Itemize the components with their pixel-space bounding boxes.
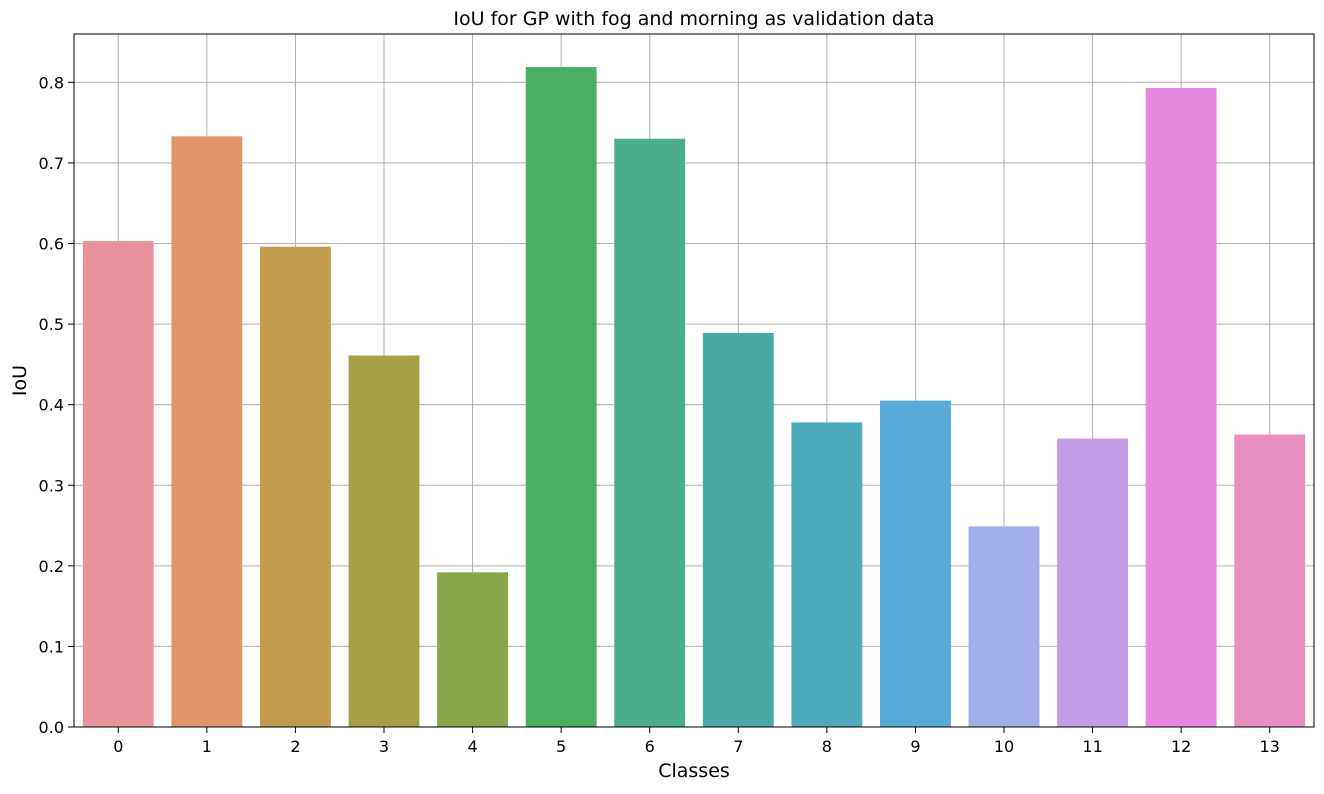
y-tick-label: 0.8 [39,73,64,92]
x-tick-label: 9 [910,737,920,756]
y-axis-title: IoU [9,365,31,396]
x-tick-label: 0 [113,737,123,756]
bar-class-11 [1057,438,1128,727]
plot-frame [73,33,1315,728]
x-tick-label: 12 [1171,737,1191,756]
bar-class-13 [1234,434,1306,727]
bar-class-2 [260,246,331,728]
y-tick-label: 0.1 [39,637,64,656]
x-tick-label: 3 [379,737,389,756]
x-tick-label: 11 [1082,737,1102,756]
x-tick-label: 7 [733,737,743,756]
y-tick-label: 0.5 [39,315,64,334]
bars-layer [82,67,1306,728]
x-tick-label: 5 [556,737,566,756]
y-tick-label: 0.6 [39,235,64,254]
bar-class-10 [968,526,1040,727]
bar-class-3 [348,355,420,727]
x-tick-label: 13 [1260,737,1280,756]
bar-class-7 [702,332,774,727]
x-tick-label: 10 [994,737,1014,756]
x-axis-ticks: 0 1 2 3 4 5 6 7 8 9 10 11 12 13 [113,727,1280,756]
bar-class-9 [880,400,951,727]
x-axis-title: Classes [658,760,730,782]
y-tick-label: 0.0 [39,718,64,737]
y-tick-label: 0.2 [39,557,64,576]
x-tick-label: 6 [645,737,655,756]
bar-class-6 [614,138,686,728]
x-tick-label: 4 [467,737,477,756]
x-tick-label: 2 [290,737,300,756]
bar-class-12 [1145,87,1217,728]
y-tick-label: 0.3 [39,476,64,495]
chart-title: IoU for GP with fog and morning as valid… [453,8,934,30]
bar-class-0 [82,241,154,728]
bar-class-8 [791,422,863,727]
x-tick-label: 1 [202,737,212,756]
bar-class-1 [171,136,243,727]
y-axis-ticks: 0.0 0.1 0.2 0.3 0.4 0.5 0.6 0.7 0.8 [39,73,74,737]
y-tick-label: 0.7 [39,154,64,173]
y-tick-label: 0.4 [39,396,64,415]
x-tick-label: 8 [822,737,832,756]
bar-class-5 [525,67,597,727]
bar-class-4 [437,572,508,727]
